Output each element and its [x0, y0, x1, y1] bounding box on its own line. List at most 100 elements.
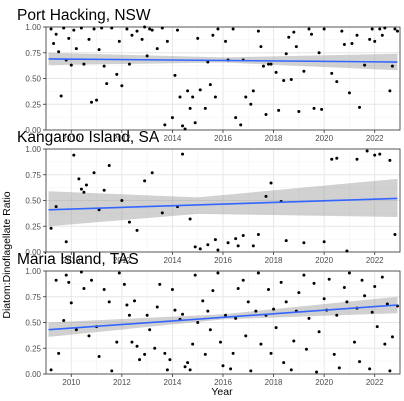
data-point [191, 342, 195, 346]
data-point [135, 228, 139, 232]
confidence-band [48, 52, 398, 71]
data-point [84, 183, 88, 187]
data-point [347, 91, 351, 95]
data-point [120, 84, 124, 88]
data-point [342, 43, 346, 47]
data-point [292, 339, 296, 343]
data-point [307, 316, 311, 320]
y-tick-label: 0.25 [25, 344, 41, 353]
data-point [244, 95, 248, 99]
data-point [261, 64, 265, 68]
data-point [122, 282, 126, 286]
data-point [193, 121, 197, 125]
data-point [234, 237, 238, 241]
data-point [282, 79, 286, 83]
data-point [158, 282, 162, 286]
data-point [317, 330, 321, 334]
data-point [383, 26, 387, 30]
data-point [289, 78, 293, 82]
data-point [183, 365, 187, 369]
data-point [67, 280, 71, 284]
data-point [267, 62, 271, 66]
data-point [226, 241, 230, 245]
data-point [165, 39, 169, 43]
data-point [284, 52, 288, 56]
data-point [330, 157, 334, 161]
data-point [102, 288, 106, 292]
data-point [135, 29, 139, 33]
panel-title: Kangaroo Island, SA [17, 129, 160, 146]
data-point [183, 127, 187, 131]
data-point [140, 37, 144, 41]
data-point [49, 368, 53, 372]
data-point [97, 354, 101, 358]
data-point [173, 73, 177, 77]
x-tick-label: 2012 [113, 134, 131, 143]
data-point [150, 28, 154, 32]
x-tick-label: 2022 [366, 134, 384, 143]
y-tick-label: 0.75 [25, 171, 41, 180]
data-point [125, 27, 129, 31]
data-point [274, 70, 278, 74]
data-point [82, 190, 86, 194]
data-point [315, 370, 319, 374]
data-point [383, 342, 387, 346]
data-point [181, 312, 185, 316]
data-point [284, 239, 288, 243]
data-point [163, 351, 167, 355]
data-point [67, 36, 71, 40]
data-point [393, 232, 397, 236]
data-point [211, 33, 215, 37]
trend-line [48, 304, 398, 331]
data-point [231, 351, 235, 355]
panel-title: Maria Island, TAS [17, 251, 139, 268]
data-point [302, 241, 306, 245]
data-point [241, 278, 245, 282]
data-point [251, 244, 255, 248]
data-point [297, 109, 301, 113]
data-point [284, 300, 288, 304]
data-point [87, 334, 91, 338]
data-point [294, 45, 298, 49]
data-point [307, 27, 311, 31]
data-point [97, 208, 101, 212]
data-point [264, 113, 268, 117]
data-point [368, 367, 372, 371]
data-point [390, 64, 394, 68]
y-tick-label: 0.75 [25, 49, 41, 58]
data-point [133, 299, 136, 303]
data-point [193, 273, 197, 277]
data-point [378, 27, 382, 31]
data-point [150, 171, 154, 175]
data-point [264, 194, 268, 198]
data-point [82, 62, 86, 66]
y-tick-label: 0.00 [25, 126, 41, 135]
data-point [74, 328, 78, 332]
data-point [251, 89, 255, 93]
data-point [224, 313, 228, 317]
data-point [165, 368, 169, 372]
data-point [317, 51, 321, 55]
y-tick-label: 1.00 [25, 145, 41, 154]
data-point [193, 245, 197, 249]
data-point [54, 32, 58, 36]
data-point [335, 313, 339, 317]
data-point [143, 352, 147, 356]
data-point [330, 71, 334, 75]
data-point [115, 72, 119, 76]
data-point [363, 63, 367, 67]
x-tick-label: 2022 [366, 378, 384, 387]
data-point [102, 188, 106, 192]
data-point [115, 340, 119, 344]
facet-panel-3: 0.00 0.25 0.50 0.75 1.00 2010 2012 2014 2016 2018… [17, 251, 401, 387]
data-point [130, 340, 134, 344]
x-tick-label: 2014 [164, 134, 182, 143]
data-point [92, 171, 96, 175]
data-point [274, 326, 278, 330]
data-point [302, 273, 306, 277]
x-tick-label: 2018 [265, 134, 283, 143]
data-point [322, 27, 326, 31]
y-tick-label: 0.50 [25, 319, 41, 328]
data-point [79, 187, 83, 191]
data-point [358, 360, 362, 364]
